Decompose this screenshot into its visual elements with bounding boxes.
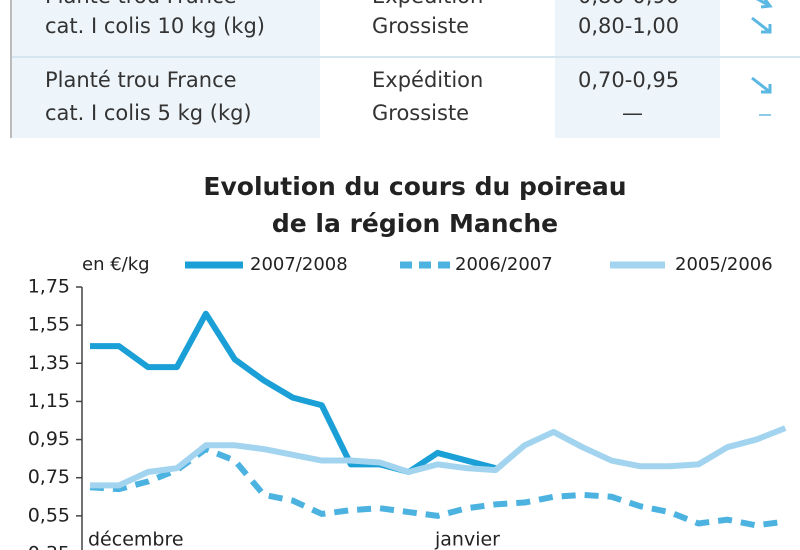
product: Planté trou France <box>45 68 237 92</box>
price-table: Planté trou France cat. I colis 10 kg (k… <box>0 0 800 138</box>
market: Expédition <box>372 68 484 92</box>
product: cat. I colis 5 kg (kg) <box>45 101 252 125</box>
y-tick-label: 0,35 <box>28 543 70 550</box>
y-tick-label: 1,35 <box>28 352 70 374</box>
series-line <box>90 310 497 475</box>
price: 0,80-1,00 <box>578 14 680 38</box>
product: cat. I colis 10 kg (kg) <box>45 14 265 38</box>
annotation: décembre <box>88 529 184 550</box>
market: Grossiste <box>372 14 470 38</box>
y-tick-label: 1,75 <box>28 276 70 298</box>
price: 0,80-0,90 <box>578 0 679 13</box>
price: 0,70-0,95 <box>578 68 680 92</box>
price: — <box>622 101 643 125</box>
market: Grossiste <box>372 101 470 125</box>
y-tick-label: 0,95 <box>28 428 70 450</box>
legend-label: 2005/2006 <box>675 254 773 275</box>
legend-label: 2007/2008 <box>250 254 348 275</box>
chart-title: Evolution du cours du poireau <box>203 172 626 201</box>
y-tick-label: 0,55 <box>28 504 70 526</box>
y-tick-label: 1,55 <box>28 314 70 336</box>
trend-icons <box>751 0 773 116</box>
market: Expédition <box>372 0 483 13</box>
legend-label: 2006/2007 <box>455 254 553 275</box>
chart-subtitle: de la région Manche <box>272 209 558 238</box>
annotation: janvier <box>434 529 500 550</box>
y-axis-label: en €/kg <box>82 254 150 275</box>
series-line <box>90 425 787 489</box>
y-tick-label: 1,15 <box>28 390 70 412</box>
y-tick-label: 0,75 <box>28 466 70 488</box>
product: Planté trou France <box>45 0 237 13</box>
